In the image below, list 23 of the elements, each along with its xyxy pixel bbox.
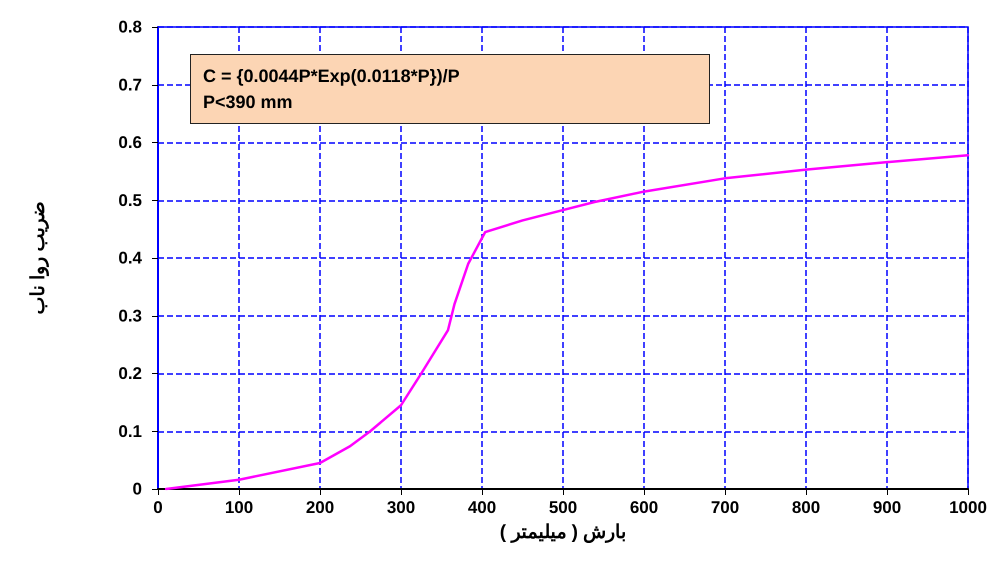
- x-tick-label: 600: [630, 498, 658, 517]
- y-tick-label: 0.7: [118, 75, 142, 94]
- x-tick-label: 300: [386, 498, 416, 517]
- y-tick-label: 0.2: [118, 364, 142, 383]
- x-tick-label: 700: [710, 498, 740, 517]
- x-axis-title: بارش ( میلیمتر ): [500, 522, 626, 543]
- x-tick-label: 100: [224, 498, 254, 517]
- x-tick-label: 400: [468, 498, 496, 517]
- y-tick-label: 0.1: [118, 422, 142, 441]
- x-tick-label: 1000: [949, 498, 987, 517]
- y-tick-label: 0.8: [118, 18, 142, 36]
- y-tick-label: 0.5: [118, 190, 142, 210]
- line-series: [164, 154, 970, 490]
- x-tick-label: 200: [306, 498, 334, 517]
- x-tick-label: 900: [872, 498, 902, 517]
- y-axis-title: ضریب روا ناب: [28, 202, 49, 314]
- x-tick-label: 500: [548, 498, 578, 517]
- y-tick-label: 0: [132, 480, 142, 498]
- y-tick-label: 0.3: [118, 306, 142, 326]
- x-tick-label: 0: [153, 498, 163, 517]
- x-tick-label: 800: [792, 498, 820, 517]
- y-tick-label: 0.4: [118, 248, 143, 268]
- y-tick-label: 0.6: [118, 133, 142, 152]
